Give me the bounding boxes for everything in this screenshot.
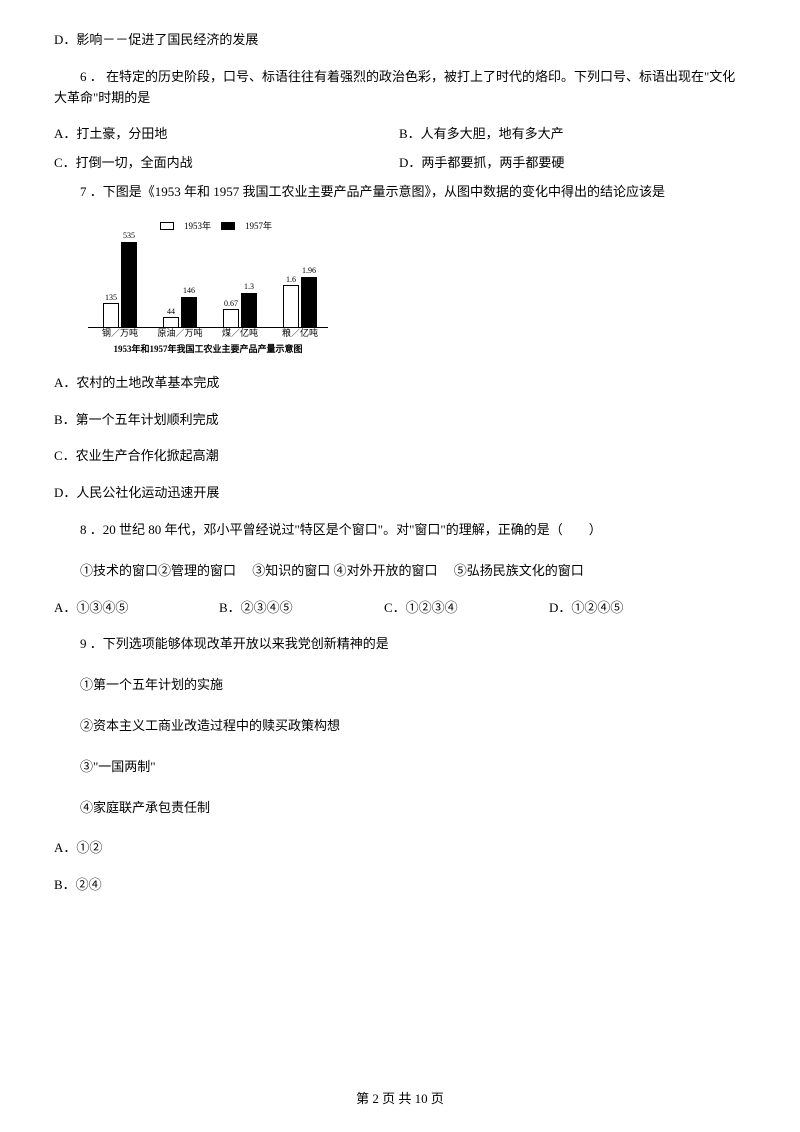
q5-option-d: D．影响－－促进了国民经济的发展 (54, 30, 746, 51)
legend-swatch-1957 (221, 222, 235, 230)
q8-stem: 8 ．20 世纪 80 年代，邓小平曾经说过"特区是个窗口"。对"窗口"的理解，… (54, 520, 746, 541)
q8-option-d: D．①②④⑤ (549, 598, 714, 619)
legend-label-1953: 1953年 (184, 219, 211, 233)
bar-value-label: 1.3 (244, 281, 254, 294)
bar-value-label: 0.67 (224, 298, 238, 311)
bar-value-label: 535 (123, 230, 135, 243)
chart-plot: 135535钢／万吨 44146原油／万吨 0.671.3煤／亿吨 1.61.96粮／… (88, 233, 328, 328)
q8-option-a: A．①③④⑤ (54, 598, 219, 619)
bar-1953: 135 (103, 303, 119, 327)
bar-value-label: 146 (183, 285, 195, 298)
bar-value-label: 44 (167, 306, 175, 319)
bar-group: 44146原油／万吨 (156, 297, 204, 327)
q9-stem: 9 ．下列选项能够体现改革开放以来我党创新精神的是 (54, 634, 746, 655)
bar-1953: 44 (163, 317, 179, 327)
chart: 1953年 1957年 135535钢／万吨44146原油／万吨0.671.3煤… (88, 219, 338, 357)
bar-group: 135535钢／万吨 (96, 242, 144, 327)
bar-1957: 1.3 (241, 293, 257, 327)
legend-label-1957: 1957年 (245, 219, 272, 233)
q9-sub2: ②资本主义工商业改造过程中的赎买政策构想 (54, 716, 746, 737)
q8-sub: ①技术的窗口②管理的窗口 ③知识的窗口 ④对外开放的窗口 ⑤弘扬民族文化的窗口 (54, 561, 746, 582)
bar-x-label: 钢／万吨 (96, 326, 144, 340)
q9-option-b: B．②④ (54, 875, 746, 896)
bar-value-label: 1.96 (302, 265, 316, 278)
chart-caption: 1953年和1957年我国工农业主要产品产量示意图 (88, 342, 328, 356)
bar-x-label: 煤／亿吨 (216, 326, 264, 340)
bar-1957: 146 (181, 297, 197, 327)
q9-sub3: ③"一国两制" (54, 757, 746, 778)
q6-option-d: D．两手都要抓，两手都要硬 (399, 153, 564, 174)
bar-1957: 535 (121, 242, 137, 327)
q9-option-a: A．①② (54, 838, 746, 859)
page-footer: 第 2 页 共 10 页 (0, 1089, 800, 1110)
q9-sub1: ①第一个五年计划的实施 (54, 675, 746, 696)
legend-swatch-1953 (160, 222, 174, 230)
q7-stem: 7 ．下图是《1953 年和 1957 我国工农业主要产品产量示意图》，从图中数… (54, 182, 746, 203)
q7-option-c: C．农业生产合作化掀起高潮 (54, 446, 746, 467)
bar-group: 1.61.96粮／亿吨 (276, 277, 324, 327)
q9-sub4: ④家庭联产承包责任制 (54, 798, 746, 819)
bar-value-label: 135 (105, 292, 117, 305)
bar-1957: 1.96 (301, 277, 317, 327)
bar-value-label: 1.6 (286, 274, 296, 287)
bar-x-label: 原油／万吨 (156, 326, 204, 340)
bar-group: 0.671.3煤／亿吨 (216, 293, 264, 327)
bar-1953: 0.67 (223, 309, 239, 327)
q6-stem: 6 ． 在特定的历史阶段，口号、标语往往有着强烈的政治色彩，被打上了时代的烙印。… (54, 67, 746, 109)
q8-option-c: C．①②③④ (384, 598, 549, 619)
bar-1953: 1.6 (283, 285, 299, 327)
q6-option-c: C．打倒一切，全面内战 (54, 153, 399, 174)
q7-option-b: B．第一个五年计划顺利完成 (54, 410, 746, 431)
chart-legend: 1953年 1957年 (160, 219, 272, 233)
bar-x-label: 粮／亿吨 (276, 326, 324, 340)
q6-option-a: A．打土豪，分田地 (54, 124, 399, 145)
q8-option-b: B．②③④⑤ (219, 598, 384, 619)
q6-option-b: B．人有多大胆，地有多大产 (399, 124, 564, 145)
q7-option-a: A．农村的土地改革基本完成 (54, 373, 746, 394)
q7-option-d: D．人民公社化运动迅速开展 (54, 483, 746, 504)
